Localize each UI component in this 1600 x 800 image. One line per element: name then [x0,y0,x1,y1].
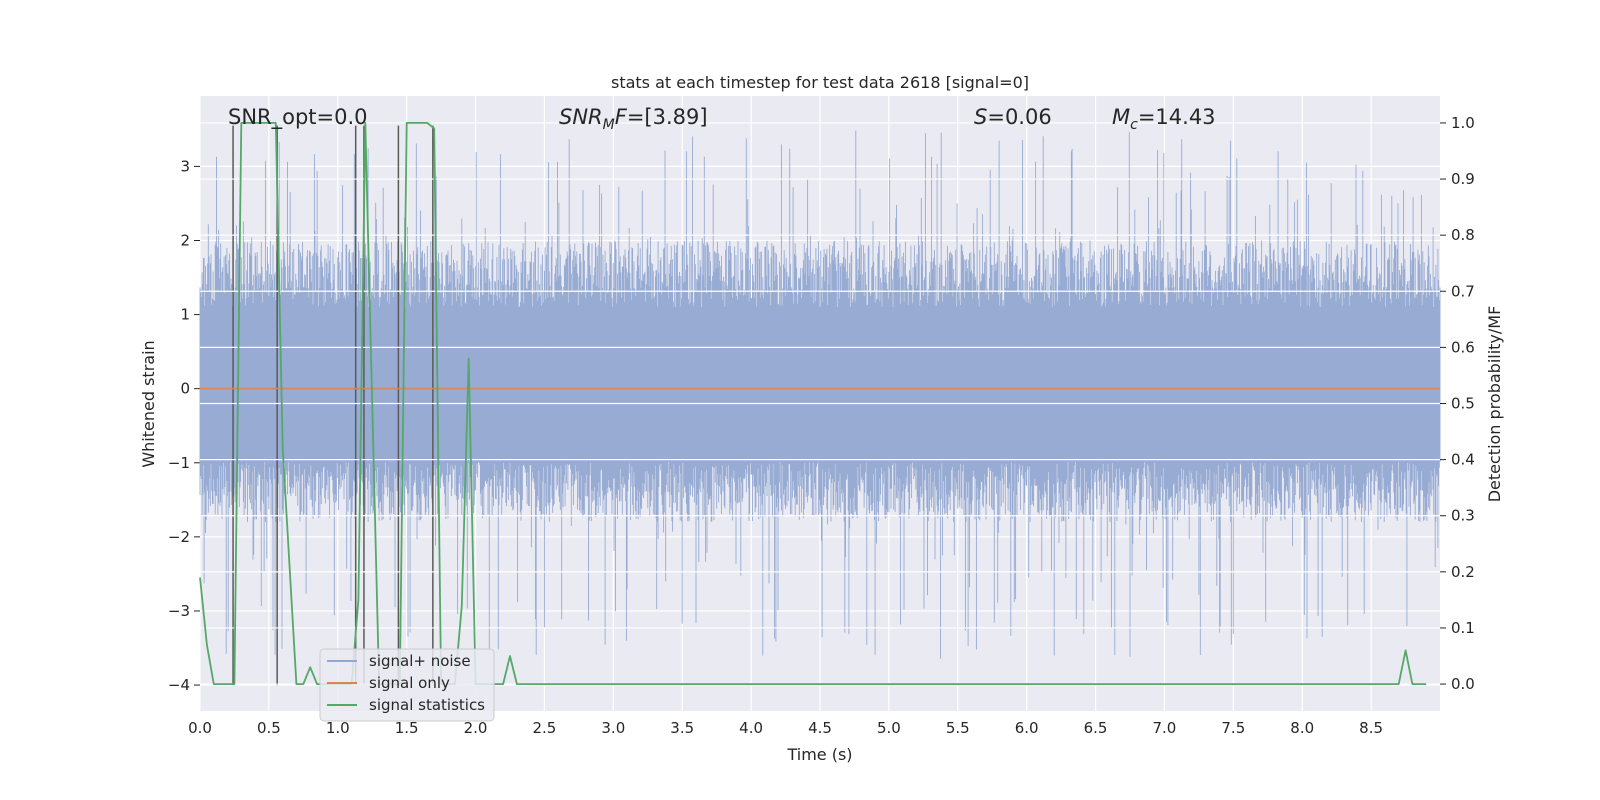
x-tick-label: 7.5 [1221,719,1245,737]
y2-tick-labels: 1.0 0.9 0.8 0.7 0.6 0.5 0.4 0.3 0.2 0.1 0.0 [1451,114,1475,693]
x-tick-label: 0.0 [188,719,212,737]
series-signal-noise [199,130,1441,659]
x-tick-label: 4.5 [808,719,832,737]
detection-markers [232,125,434,686]
y2-axis-label: Detection probability/MF [1485,306,1504,503]
y2-tick-label: 0.1 [1451,619,1475,637]
y-axis-label: Whitened strain [139,340,158,467]
x-tick-label: 6.5 [1084,719,1108,737]
snr-mf-var: SNR [559,105,603,129]
y-tick-label: −4 [168,676,190,694]
y2-tick-label: 1.0 [1451,114,1475,132]
x-tick-label: 5.0 [877,719,901,737]
legend: signal+ noise signal only signal statist… [319,648,495,722]
y-tick-label: −1 [168,454,190,472]
mc-var: M [1112,105,1130,129]
x-tick-label: 7.0 [1153,719,1177,737]
s-value: =0.06 [987,105,1051,129]
s-annotation: S=0.06 [974,105,1052,129]
x-tick-label: 2.5 [533,719,557,737]
snr-mf-annotation: SNRMF=[3.89] [559,105,708,133]
y2-tick-label: 0.8 [1451,226,1475,244]
y-tick-label: −2 [168,528,190,546]
y2-tick-label: 0.5 [1451,395,1475,413]
x-tick-label: 4.0 [739,719,763,737]
legend-label-signal: signal only [369,674,450,692]
x-tick-labels: 0.0 0.5 1.0 1.5 2.0 2.5 3.0 3.5 4.0 4.5 5.0 5.5 6.0 6… [188,719,1383,737]
x-tick-label: 8.0 [1290,719,1314,737]
s-var: S [974,105,987,129]
y-tick-label: −3 [168,602,190,620]
y-tick-label: 0 [180,380,190,398]
snr-opt-annotation: SNR_opt=0.0 [228,105,368,130]
mc-value: =14.43 [1138,105,1216,129]
y2-tick-label: 0.9 [1451,170,1475,188]
x-tick-label: 2.0 [464,719,488,737]
y-tick-label: 3 [180,157,190,175]
mc-annotation: Mc=14.43 [1112,105,1216,133]
y-tick-label: 1 [180,306,190,324]
legend-label-stats: signal statistics [369,696,485,714]
y-tick-label: 2 [180,231,190,249]
y2-tick-label: 0.6 [1451,338,1475,356]
y2-tick-label: 0.4 [1451,451,1475,469]
y2-tick-label: 0.2 [1451,563,1475,581]
x-tick-label: 8.5 [1359,719,1383,737]
mc-sub: c [1130,117,1138,133]
snr-mf-tail-var: F [615,105,628,129]
x-tick-label: 3.5 [670,719,694,737]
x-tick-label: 1.0 [326,719,350,737]
y-tick-labels: 3 2 1 0 −1 −2 −3 −4 [168,157,190,694]
legend-box [319,648,495,722]
x-axis-label: Time (s) [786,745,852,764]
x-tick-label: 3.0 [601,719,625,737]
signal-noise-line [199,130,1441,659]
legend-label-noise: signal+ noise [369,652,471,670]
x-tick-label: 0.5 [257,719,281,737]
chart-title: stats at each timestep for test data 261… [611,73,1029,92]
x-tick-label: 1.5 [395,719,419,737]
y2-tick-label: 0.0 [1451,675,1475,693]
snr-mf-sub: M [603,117,615,133]
x-tick-label: 6.0 [1015,719,1039,737]
y2-tick-label: 0.7 [1451,282,1475,300]
x-tick-label: 5.5 [946,719,970,737]
snr-mf-value: =[3.89] [627,105,708,129]
y2-tick-label: 0.3 [1451,507,1475,525]
